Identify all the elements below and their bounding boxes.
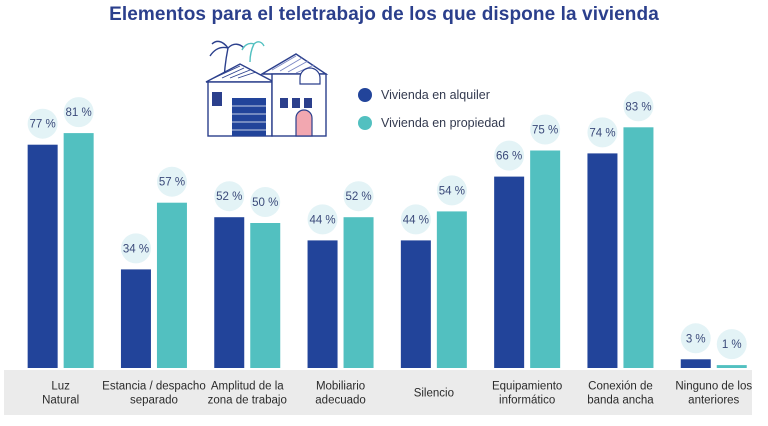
data-label: 50 % xyxy=(252,197,278,209)
data-label: 83 % xyxy=(625,101,651,113)
category-label: zona de trabajo xyxy=(208,395,287,407)
category-label: Ninguno de los xyxy=(675,381,752,393)
bar-alquiler-7 xyxy=(680,359,711,368)
window-upper-2 xyxy=(292,98,300,108)
bar-propiedad-4 xyxy=(436,211,467,368)
data-label-bubble xyxy=(623,91,654,122)
data-label-bubble xyxy=(214,181,245,212)
legend: Vivienda en alquiler Vivienda en propied… xyxy=(358,84,505,140)
house-illustration xyxy=(205,40,329,137)
category-label: Conexión de xyxy=(588,381,653,393)
bar-propiedad-0 xyxy=(63,133,94,368)
category-label: banda ancha xyxy=(587,395,654,407)
data-label-bubble xyxy=(27,108,58,139)
data-label-bubble xyxy=(156,166,187,197)
data-label: 74 % xyxy=(589,127,615,139)
bar-propiedad-2 xyxy=(250,223,281,368)
window-left xyxy=(212,92,222,106)
category-label: Luz xyxy=(51,381,70,393)
category-label: adecuado xyxy=(315,395,366,407)
data-label-bubble xyxy=(400,204,431,235)
data-label: 52 % xyxy=(216,191,242,203)
data-label-bubble xyxy=(250,187,281,217)
category-label: Estancia / despacho xyxy=(102,381,206,393)
data-label: 44 % xyxy=(309,214,335,226)
category-label: Natural xyxy=(42,395,79,407)
bar-propiedad-5 xyxy=(530,150,561,368)
legend-label-alquiler: Vivienda en alquiler xyxy=(381,88,490,102)
category-label: Silencio xyxy=(414,388,454,400)
data-label: 34 % xyxy=(123,243,149,255)
legend-swatch-alquiler xyxy=(358,88,372,102)
front-door xyxy=(295,109,313,137)
data-label: 81 % xyxy=(66,107,92,119)
category-label: Amplitud de la xyxy=(211,381,284,393)
bar-alquiler-0 xyxy=(27,144,58,368)
legend-item-alquiler: Vivienda en alquiler xyxy=(358,84,505,106)
category-label: Equipamiento xyxy=(492,381,562,393)
data-label-bubble xyxy=(716,329,747,360)
data-label: 75 % xyxy=(532,125,558,137)
round-window xyxy=(299,67,321,85)
data-label-bubble xyxy=(530,114,561,145)
legend-item-propiedad: Vivienda en propiedad xyxy=(358,112,505,134)
data-label-bubble xyxy=(494,140,525,171)
bar-alquiler-4 xyxy=(400,240,431,368)
data-label: 66 % xyxy=(496,151,522,163)
window-upper-1 xyxy=(280,98,288,108)
data-label-bubble xyxy=(343,181,374,212)
category-label: separado xyxy=(130,395,178,407)
bar-alquiler-2 xyxy=(214,217,245,368)
data-label-bubble xyxy=(680,323,711,354)
bar-propiedad-3 xyxy=(343,217,374,368)
bar-alquiler-1 xyxy=(120,269,151,368)
data-label: 1 % xyxy=(722,339,742,351)
legend-label-propiedad: Vivienda en propiedad xyxy=(381,116,506,130)
bar-propiedad-6 xyxy=(623,127,654,368)
data-label-bubble xyxy=(120,233,151,264)
bar-alquiler-3 xyxy=(307,240,338,368)
data-label-bubble xyxy=(436,175,467,206)
category-label: anteriores xyxy=(688,395,739,407)
data-label: 3 % xyxy=(686,333,706,345)
bar-alquiler-5 xyxy=(494,176,525,368)
data-label: 77 % xyxy=(30,119,56,131)
bar-propiedad-1 xyxy=(156,202,187,368)
bar-propiedad-7 xyxy=(716,365,747,368)
window-upper-3 xyxy=(304,98,312,108)
data-label: 44 % xyxy=(403,214,429,226)
legend-swatch-propiedad xyxy=(358,116,372,130)
data-label-bubble xyxy=(307,204,338,235)
category-label: informático xyxy=(499,395,555,407)
bar-alquiler-6 xyxy=(587,153,618,368)
data-label-bubble xyxy=(587,117,618,148)
data-label: 54 % xyxy=(439,185,465,197)
data-label-bubble xyxy=(63,97,94,128)
data-label: 57 % xyxy=(159,177,185,189)
category-band xyxy=(4,370,752,415)
category-label: Mobiliario xyxy=(316,381,365,393)
data-label: 52 % xyxy=(345,191,371,203)
chart-title: Elementos para el teletrabajo de los que… xyxy=(109,4,659,25)
